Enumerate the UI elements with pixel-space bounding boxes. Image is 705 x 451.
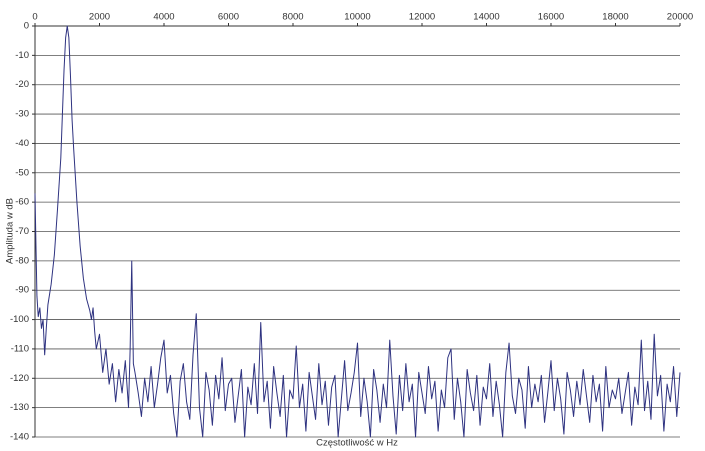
y-tick-label: -60: [15, 197, 29, 208]
x-tick-label: 16000: [538, 12, 564, 23]
x-tick-label: 4000: [153, 12, 174, 23]
x-tick-label: 20000: [667, 12, 693, 23]
y-tick-label: -20: [15, 79, 29, 90]
x-tick-label: 8000: [282, 12, 303, 23]
y-tick-label: -30: [15, 109, 29, 120]
y-tick-label: -40: [15, 138, 29, 149]
y-tick-label: -90: [15, 285, 29, 296]
y-tick-label: -120: [10, 373, 29, 384]
y-tick-label: -70: [15, 226, 29, 237]
y-tick-label: -100: [10, 314, 29, 325]
x-tick-label: 14000: [473, 12, 499, 23]
x-tick-label: 18000: [602, 12, 628, 23]
x-tick-label: 12000: [409, 12, 435, 23]
spectrum-line: [34, 25, 681, 438]
y-tick-label: 0: [24, 21, 29, 32]
y-tick-label: -80: [15, 255, 29, 266]
y-tick-label: -110: [11, 343, 29, 354]
x-tick-label: 10000: [344, 12, 370, 23]
x-axis-label: Częstotliwość w Hz: [316, 438, 398, 449]
x-tick-label: 2000: [89, 12, 110, 23]
y-tick-label: -130: [10, 402, 29, 413]
y-tick-label: -50: [15, 167, 29, 178]
y-tick-label: -10: [15, 50, 29, 61]
x-tick-label: 6000: [218, 12, 239, 23]
x-tick-label: 0: [32, 12, 37, 23]
y-axis-label: Amplituda w dB: [5, 198, 16, 264]
y-tick-label: -140: [10, 432, 29, 443]
